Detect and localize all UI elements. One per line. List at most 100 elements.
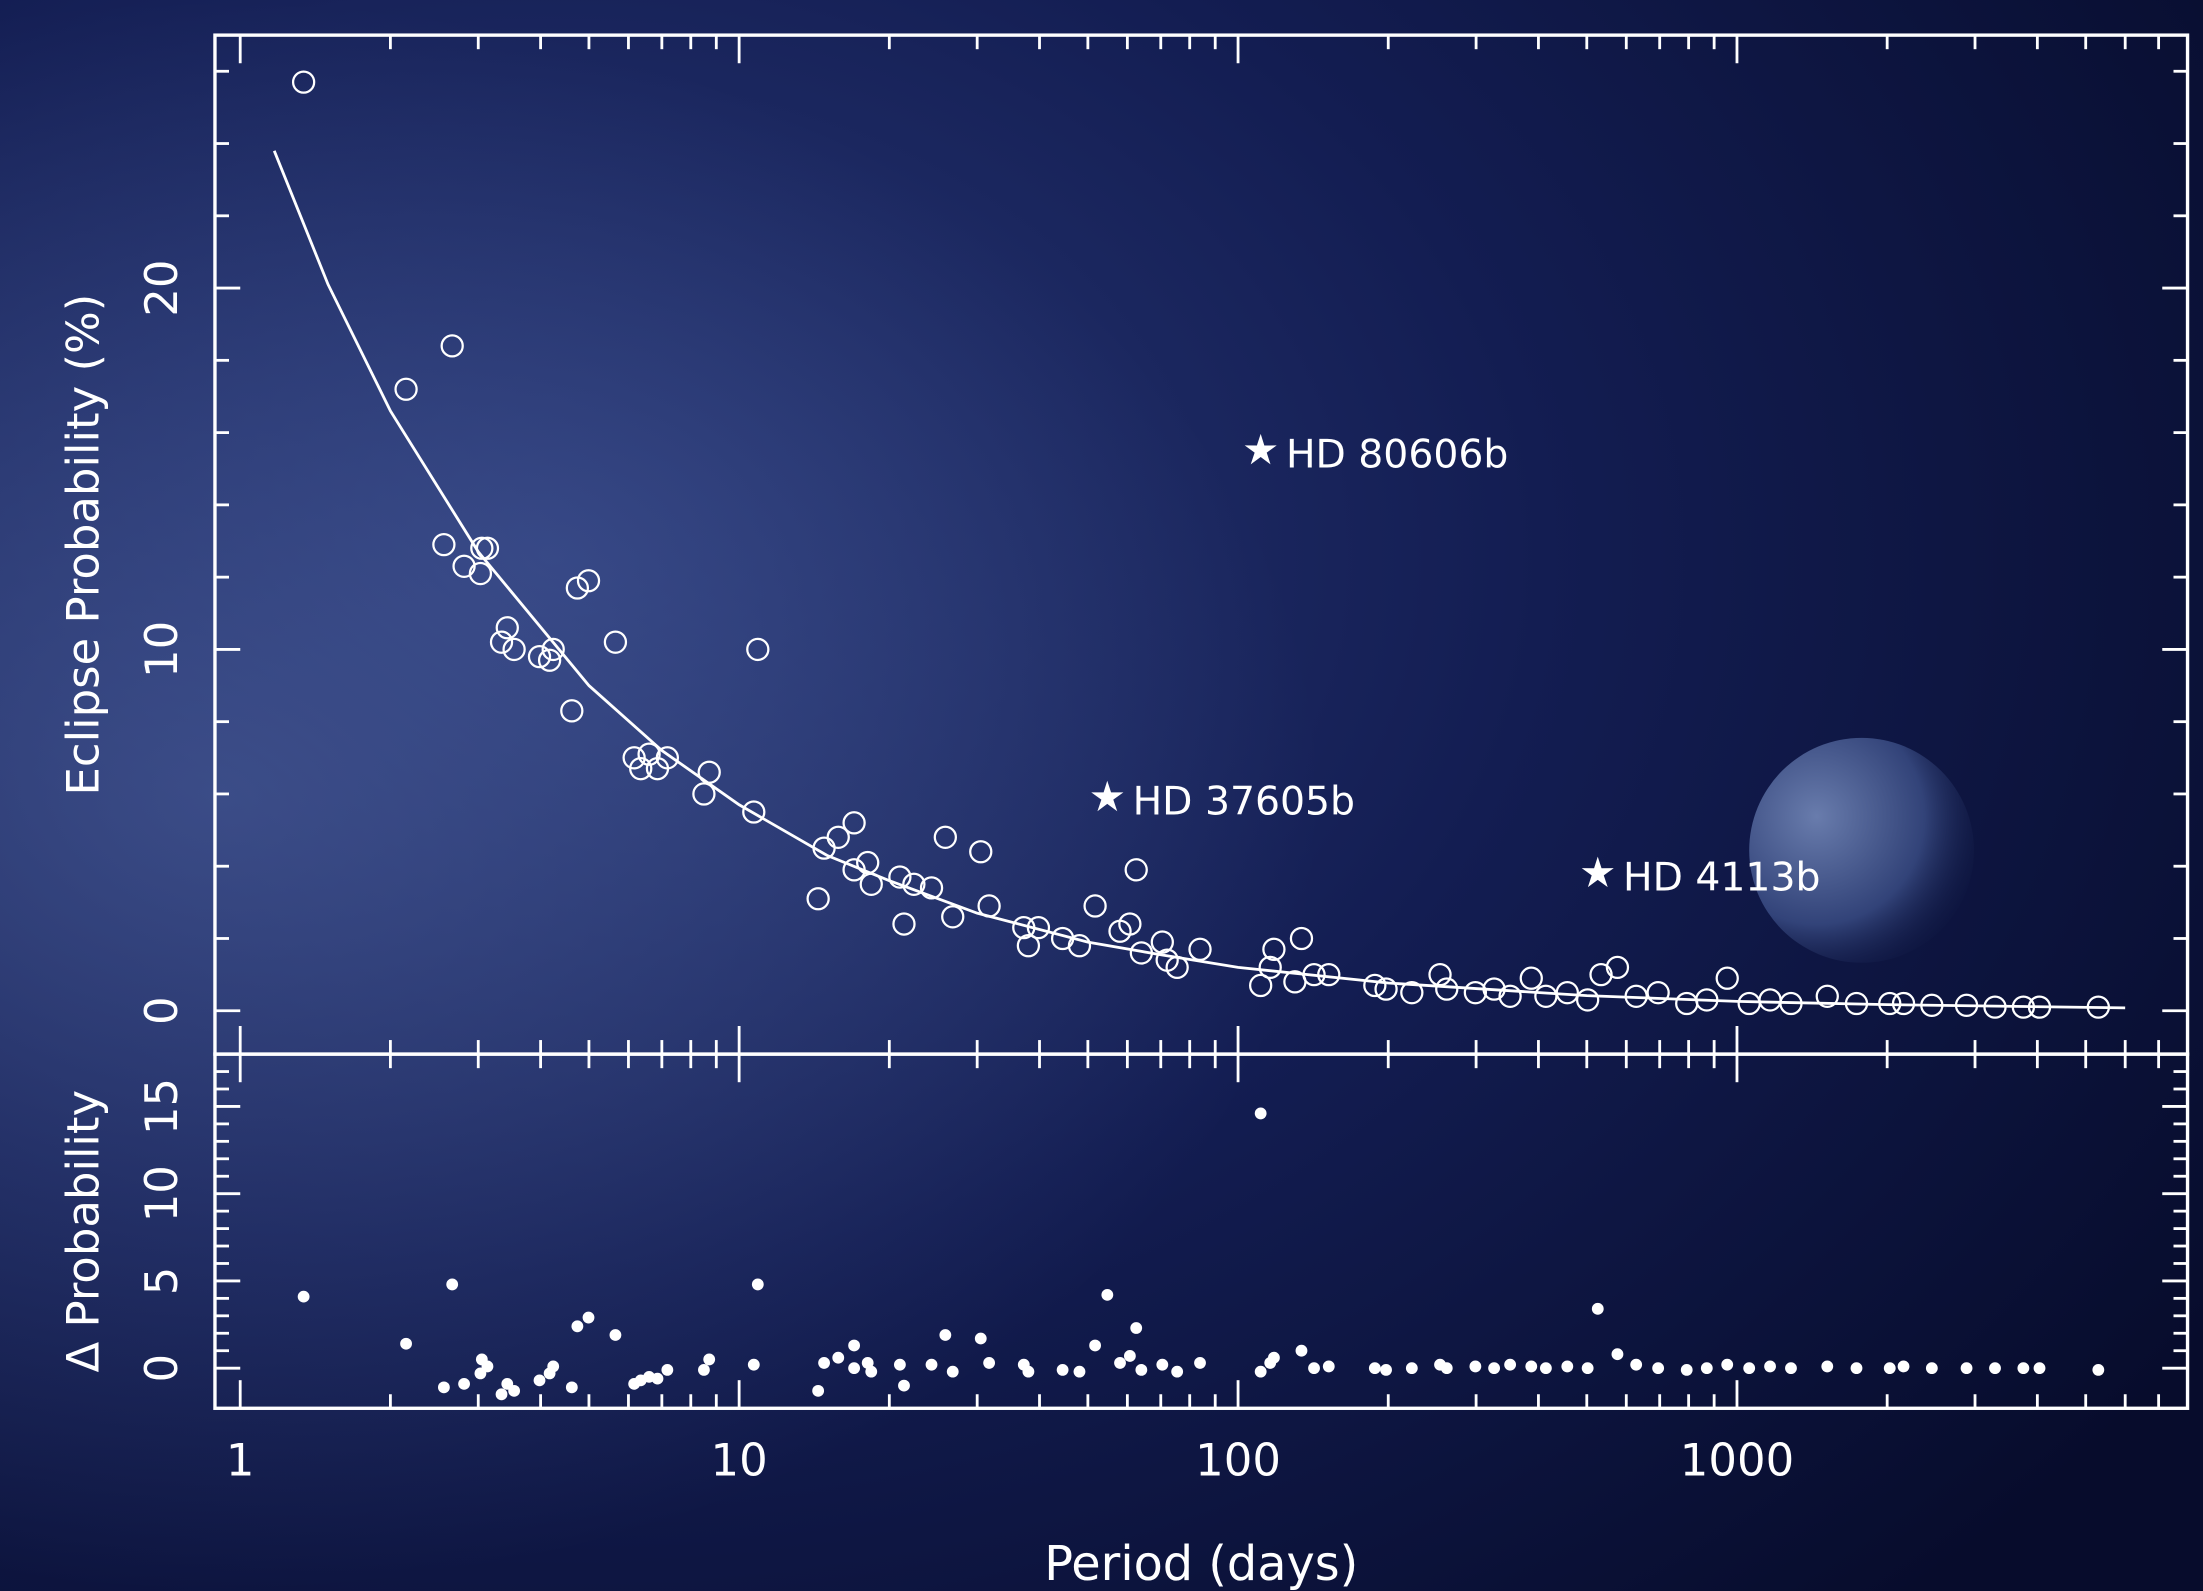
data-point [1441,1362,1453,1374]
data-point [298,1291,310,1303]
y-tick-label: 0 [135,996,188,1025]
data-point [898,1380,910,1392]
x-tick-label: 1000 [1680,1434,1794,1487]
data-point [1525,1361,1537,1373]
data-point [1156,1359,1168,1371]
data-point [818,1357,830,1369]
data-point [1884,1362,1896,1374]
y-tick-label: 20 [135,259,188,316]
data-point [438,1381,450,1393]
data-point [1764,1361,1776,1373]
data-point [1380,1364,1392,1376]
data-point [1369,1362,1381,1374]
x-axis-label: Period (days) [1044,1537,1358,1591]
data-point [1504,1359,1516,1371]
planet-decoration [1749,738,1974,963]
y-axis-label: Δ Probability [56,1090,109,1373]
data-point [1130,1322,1142,1334]
data-point [1989,1362,2001,1374]
data-point [1089,1340,1101,1352]
data-point [947,1366,959,1378]
data-point [1851,1362,1863,1374]
data-point [1268,1352,1280,1364]
data-point [534,1374,546,1386]
data-point [1961,1362,1973,1374]
data-point [1630,1359,1642,1371]
data-point [547,1361,559,1373]
data-point [748,1359,760,1371]
data-point [1785,1362,1797,1374]
data-point [1124,1350,1136,1362]
data-point [2017,1362,2029,1374]
data-point [1561,1361,1573,1373]
data-point [703,1354,715,1366]
y-tick-label: 0 [135,1354,188,1383]
data-point [975,1333,987,1345]
data-point [661,1364,673,1376]
data-point [566,1381,578,1393]
chart: 01020Eclipse Probability (%)HD 80606bHD … [0,0,2203,1591]
data-point [848,1340,860,1352]
data-point [1721,1359,1733,1371]
data-point [1469,1361,1481,1373]
y-tick-label: 15 [135,1078,188,1135]
data-point [583,1312,595,1324]
y-tick-label: 5 [135,1267,188,1296]
page: {"chart_data": [ {"type": "scatter", "xs… [0,0,2203,1591]
data-point [1114,1357,1126,1369]
annotation-label: HD 4113b [1623,854,1820,900]
data-point [894,1359,906,1371]
data-point [1898,1361,1910,1373]
data-point [1821,1361,1833,1373]
x-tick-label: 10 [711,1434,768,1487]
data-point [1074,1366,1086,1378]
data-point [865,1366,877,1378]
data-point [1701,1362,1713,1374]
data-point [812,1385,824,1397]
x-tick-label: 100 [1195,1434,1281,1487]
data-point [1135,1364,1147,1376]
data-point [1681,1364,1693,1376]
data-point [832,1352,844,1364]
y-tick-label: 10 [135,621,188,678]
data-point [1592,1303,1604,1315]
x-tick-label: 1 [226,1434,255,1487]
data-point [610,1329,622,1341]
data-point [1194,1357,1206,1369]
data-point [848,1362,860,1374]
data-point [2092,1364,2104,1376]
annotation-label: HD 37605b [1133,778,1355,824]
data-point [1255,1366,1267,1378]
data-point [1101,1289,1113,1301]
data-point [446,1279,458,1291]
annotation-label: HD 80606b [1286,432,1508,478]
data-point [1296,1345,1308,1357]
data-point [1406,1362,1418,1374]
data-point [1612,1348,1624,1360]
data-point [1255,1108,1267,1120]
data-point [926,1359,938,1371]
data-point [983,1357,995,1369]
data-point [652,1373,664,1385]
data-point [1488,1362,1500,1374]
data-point [1926,1362,1938,1374]
data-point [496,1388,508,1400]
data-point [1022,1366,1034,1378]
data-point [1582,1362,1594,1374]
data-point [2034,1362,2046,1374]
data-point [1323,1361,1335,1373]
data-point [458,1378,470,1390]
data-point [475,1367,487,1379]
data-point [939,1329,951,1341]
data-point [508,1385,520,1397]
data-point [1057,1364,1069,1376]
data-point [752,1279,764,1291]
data-point [1652,1362,1664,1374]
data-point [1540,1362,1552,1374]
data-point [571,1320,583,1332]
y-tick-label: 10 [135,1165,188,1222]
data-point [698,1364,710,1376]
data-point [1743,1362,1755,1374]
data-point [400,1338,412,1350]
data-point [1171,1366,1183,1378]
